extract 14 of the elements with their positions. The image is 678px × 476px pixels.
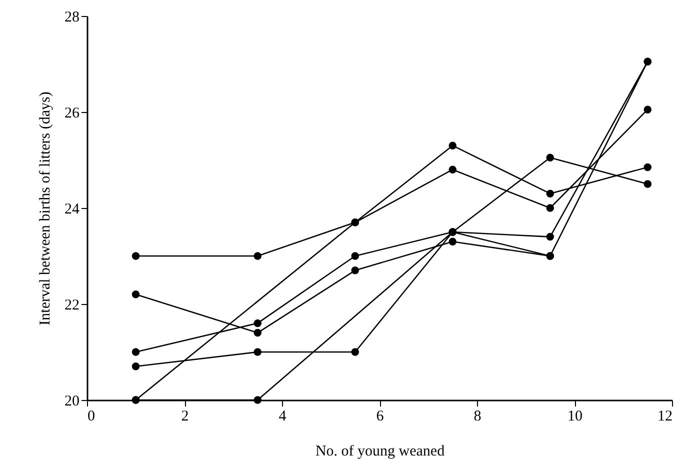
y-tick-label: 22	[64, 298, 80, 314]
y-tick-label: 26	[64, 106, 80, 122]
x-tick-label: 0	[88, 408, 95, 424]
x-tick-label: 2	[181, 408, 189, 424]
x-axis-title: No. of young weaned	[315, 444, 446, 460]
x-tick-label: 10	[568, 408, 582, 424]
x-tick-label: 6	[376, 408, 384, 424]
y-tick-label: 28	[64, 10, 80, 26]
x-tick-label: 8	[474, 408, 482, 424]
y-tick-label: 24	[64, 202, 80, 218]
x-tick-label: 12	[658, 408, 672, 424]
y-tick-label: 20	[64, 394, 80, 410]
x-tick-label: 4	[278, 408, 287, 424]
y-axis-title: Interval between births of litters (days)	[38, 92, 54, 326]
